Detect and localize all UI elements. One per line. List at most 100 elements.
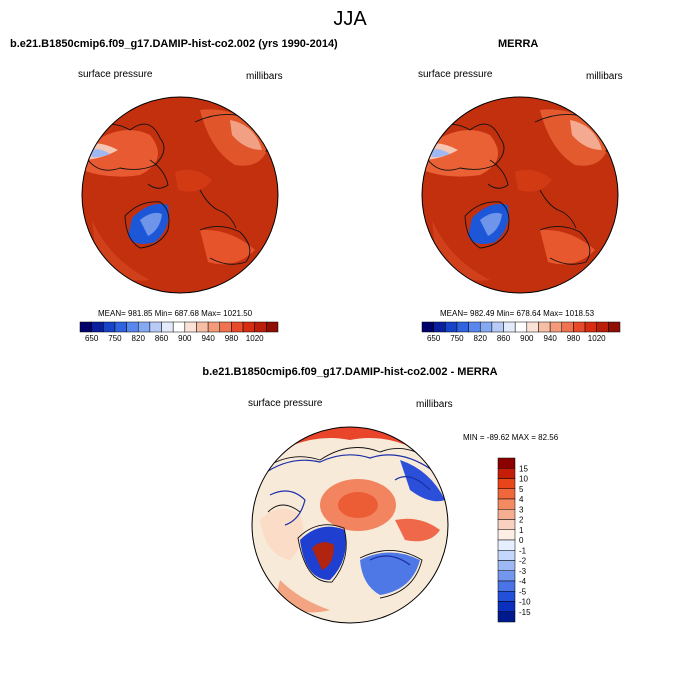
colorbar-difference-swatch: [497, 478, 516, 489]
colorbar-merra-swatch: [584, 321, 597, 333]
map-difference-surface-pressure: [251, 426, 449, 624]
colorbar-merra-tick-label: 750: [450, 334, 464, 343]
colorbar-difference-tick-label: 10: [519, 475, 528, 484]
colorbar-merra-tick-label: 650: [427, 334, 441, 343]
map-diff-arctic-high-core: [338, 492, 378, 518]
map-model-frame: [81, 96, 279, 294]
map-diff-contours: [261, 454, 433, 566]
map-diff-coastlines: [261, 447, 441, 599]
map-model-region-highland: [230, 120, 262, 150]
map-merra-arctic-ocean: [515, 169, 552, 192]
map-merra-coastlines: [427, 114, 608, 265]
colorbar-merra-swatch: [479, 321, 493, 333]
colorbar-model-tick-label: 860: [155, 334, 169, 343]
colorbar-difference-tick-label: -4: [519, 577, 527, 586]
colorbar-model-swatch: [172, 321, 186, 333]
colorbar-model-swatch: [184, 321, 197, 333]
colorbar-merra-swatch: [538, 321, 551, 333]
panel3-units-label: millibars: [416, 399, 453, 410]
colorbar-difference-tick-label: 1: [519, 526, 524, 535]
colorbar-difference-tick-label: 0: [519, 536, 524, 545]
colorbar-model-tick-label: 820: [132, 334, 146, 343]
panel1-stats: MEAN= 981.85 Min= 687.68 Max= 1021.50: [98, 309, 253, 318]
colorbar-model-swatch: [91, 321, 104, 333]
colorbar-difference-tick-label: 4: [519, 495, 524, 504]
map-merra-surface-pressure: [421, 96, 619, 294]
colorbar-merra-tick-label: 820: [474, 334, 488, 343]
panel2-units-label: millibars: [586, 71, 623, 82]
colorbar-model-swatch: [114, 321, 127, 333]
figure-title: JJA: [333, 8, 367, 30]
colorbar-model-swatch: [103, 321, 116, 333]
colorbar-model-tick-label: 750: [108, 334, 122, 343]
colorbar-merra-tick-label: 980: [567, 334, 581, 343]
colorbar-model: 650 750 820 860 900 940 980 1020: [79, 321, 279, 343]
map-model-region-europe: [200, 229, 255, 265]
map-diff-region-siberia: [400, 460, 445, 502]
colorbar-merra-swatch: [503, 321, 516, 333]
map-diff-region-europe: [360, 552, 420, 595]
colorbar-model-tick-label: 940: [201, 334, 215, 343]
colorbar-merra-swatch: [596, 321, 609, 333]
map-merra-region-highland: [570, 120, 602, 150]
panel1-units-label: millibars: [246, 71, 283, 82]
panel2-variable-label: surface pressure: [418, 69, 493, 80]
panel3-title: b.e21.B1850cmip6.f09_g17.DAMIP-hist-co2.…: [202, 366, 498, 378]
colorbar-merra-tick-label: 900: [520, 334, 534, 343]
panel2-stats: MEAN= 982.49 Min= 678.64 Max= 1018.53: [440, 309, 595, 318]
colorbar-difference-tick-label: -5: [519, 587, 527, 596]
colorbar-merra-swatch: [491, 321, 504, 333]
colorbar-model-swatch: [231, 321, 244, 333]
colorbar-merra-swatch: [468, 321, 481, 333]
colorbar-merra-swatch: [573, 321, 586, 333]
colorbar-merra-tick-label: 940: [543, 334, 557, 343]
map-model-greenland-inner: [140, 212, 162, 236]
map-merra-region-lowland: [422, 130, 498, 177]
map-model-region-lowland: [82, 130, 158, 177]
colorbar-merra-swatch: [514, 321, 528, 333]
colorbar-difference-tick-label: -15: [519, 608, 531, 617]
colorbar-difference-swatch: [497, 519, 516, 530]
colorbar-difference-tick-label: 2: [519, 516, 524, 525]
colorbar-difference-swatch: [497, 591, 516, 602]
colorbar-merra-swatch: [549, 321, 563, 333]
colorbar-difference-swatch: [497, 509, 516, 520]
colorbar-difference-swatch: [497, 611, 516, 623]
colorbar-difference-swatch: [497, 468, 516, 479]
colorbar-model-tick-label: 900: [178, 334, 192, 343]
colorbar-difference-swatch: [497, 498, 516, 510]
colorbar-difference-swatch: [497, 550, 516, 561]
colorbar-difference-swatch: [497, 560, 516, 571]
colorbar-model-swatch: [79, 321, 92, 333]
map-diff-greenland-positive: [312, 542, 334, 570]
panel1-title: b.e21.B1850cmip6.f09_g17.DAMIP-hist-co2.…: [10, 38, 338, 50]
colorbar-merra-swatch: [445, 321, 458, 333]
map-merra-frame: [421, 96, 619, 294]
colorbar-difference-swatch: [497, 601, 516, 612]
colorbar-merra-tick-label: 860: [497, 334, 511, 343]
colorbar-difference-swatch: [497, 580, 516, 592]
map-model-coastlines: [87, 114, 268, 265]
colorbar-difference-tick-label: -3: [519, 567, 527, 576]
colorbar-model-tick-label: 1020: [246, 334, 264, 343]
colorbar-difference-swatch: [497, 539, 516, 551]
panel3-stats: MIN = -89.62 MAX = 82.56: [463, 433, 559, 442]
map-diff-frame: [251, 426, 449, 624]
panel3-variable-label: surface pressure: [248, 398, 323, 409]
colorbar-difference-tick-label: -1: [519, 546, 527, 555]
colorbar-model-swatch: [149, 321, 162, 333]
colorbar-difference-swatch: [497, 529, 516, 541]
map-merra-region-europe: [540, 229, 595, 265]
colorbar-difference-swatch: [497, 457, 516, 469]
colorbar-difference-tick-label: 3: [519, 505, 524, 514]
colorbar-model-tick-label: 980: [225, 334, 239, 343]
colorbar-model-swatch: [137, 321, 151, 333]
colorbar-model-swatch: [266, 321, 279, 333]
colorbar-merra-tick-label: 1020: [588, 334, 606, 343]
colorbar-difference-tick-label: -2: [519, 557, 527, 566]
map-merra-region-rockies-high: [430, 149, 450, 158]
colorbar-merra-swatch: [608, 321, 621, 333]
colorbar-difference-swatch: [497, 488, 516, 500]
